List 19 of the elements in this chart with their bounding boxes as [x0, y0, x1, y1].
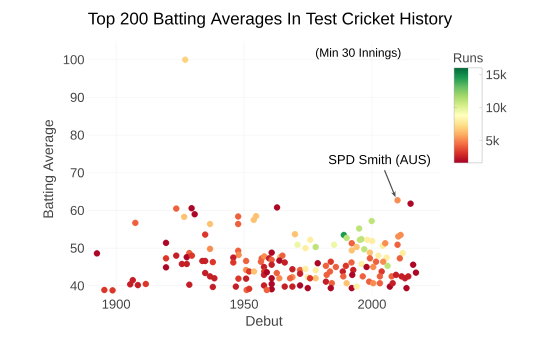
y-tick-label: 40 — [70, 281, 84, 290]
annotation: (Min 30 Innings) — [316, 48, 401, 60]
color-bar-label: 5k — [486, 136, 500, 146]
chart-title: Top 200 Batting Averages In Test Cricket History — [88, 12, 452, 28]
x-axis-title: Debut — [246, 316, 283, 326]
color-bar-title: Runs — [454, 53, 483, 62]
y-tick-label: 60 — [70, 206, 84, 216]
y-tick-label: 70 — [70, 168, 84, 178]
annotation: SPD Smith (AUS) — [328, 154, 430, 167]
x-tick-label: 2000 — [358, 300, 386, 309]
x-tick-label: 1900 — [102, 300, 130, 309]
y-axis-title: Batting Average — [42, 120, 56, 218]
color-bar-label: 15k — [486, 70, 507, 80]
x-tick-label: 1950 — [230, 300, 258, 309]
y-tick-label: 50 — [70, 244, 84, 253]
y-tick-label: 90 — [70, 92, 84, 102]
color-bar-label: 10k — [486, 102, 507, 112]
y-tick-label: 80 — [70, 130, 84, 140]
y-tick-label: 100 — [64, 55, 84, 64]
